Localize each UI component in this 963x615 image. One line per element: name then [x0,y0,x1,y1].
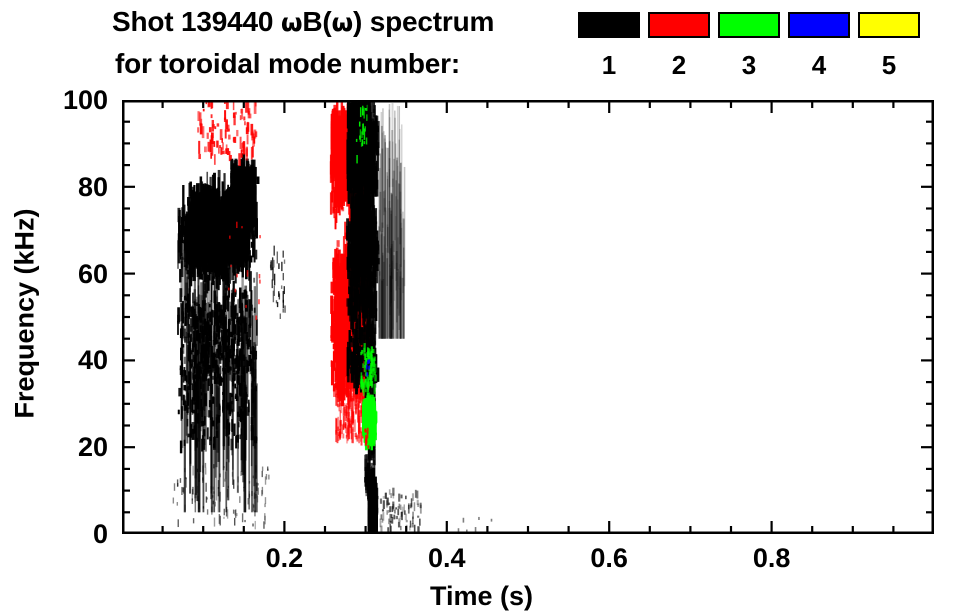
x-tick-label-0-4: 0.4 [428,543,466,573]
y-tick-label-80: 80 [77,171,108,202]
plot-title-shot-text: Shot 139440 [112,6,281,37]
plot-axes-layer [122,100,934,534]
legend: 1 2 3 4 5 [578,12,958,92]
legend-label-1: 1 [601,50,617,80]
y-tick-label-100: 100 [62,85,108,115]
legend-swatch-red [648,12,710,38]
x-axis-tick-labels: 0.2 0.4 0.6 0.8 [122,545,934,581]
legend-entry-5: 5 [858,12,920,84]
x-tick-label-0-6: 0.6 [590,543,628,573]
y-tick-label-20: 20 [77,432,108,463]
omega-symbol-1: ω [280,8,303,37]
legend-label-3: 3 [741,50,757,80]
y-tick-label-0: 0 [92,519,108,549]
x-tick-label-0-8: 0.8 [752,543,791,573]
plot-area [122,100,934,534]
legend-entry-3: 3 [718,12,780,84]
plot-title-spectrum-text: ) spectrum [353,6,495,37]
legend-swatch-green [718,12,780,38]
plot-title-b-text: B( [302,6,332,37]
y-tick-label-60: 60 [77,258,108,289]
legend-label-4: 4 [811,50,827,80]
x-axis-title: Time (s) [429,581,534,611]
title-block: Shot 139440 ωB(ω) spectrum for toroidal … [0,0,963,96]
plot-title-line-2: for toroidal mode number: [115,48,461,79]
y-axis-title: Frequency (kHz) [9,208,40,419]
legend-label-5: 5 [881,50,897,80]
legend-swatch-blue [788,12,850,38]
legend-entry-1: 1 [578,12,640,84]
y-tick-label-40: 40 [77,345,108,376]
legend-entry-4: 4 [788,12,850,84]
legend-entry-2: 2 [648,12,710,84]
plot-title-line-1: Shot 139440 ωB(ω) spectrum [112,6,494,38]
legend-swatch-yellow [858,12,920,38]
y-axis-tick-labels: 0 20 40 60 80 100 [0,87,108,548]
omega-symbol-2: ω [331,8,354,37]
x-tick-label-0-2: 0.2 [265,543,304,573]
legend-swatch-black [578,12,640,38]
legend-label-2: 2 [671,50,687,80]
spectrogram-data-layer [172,100,493,534]
